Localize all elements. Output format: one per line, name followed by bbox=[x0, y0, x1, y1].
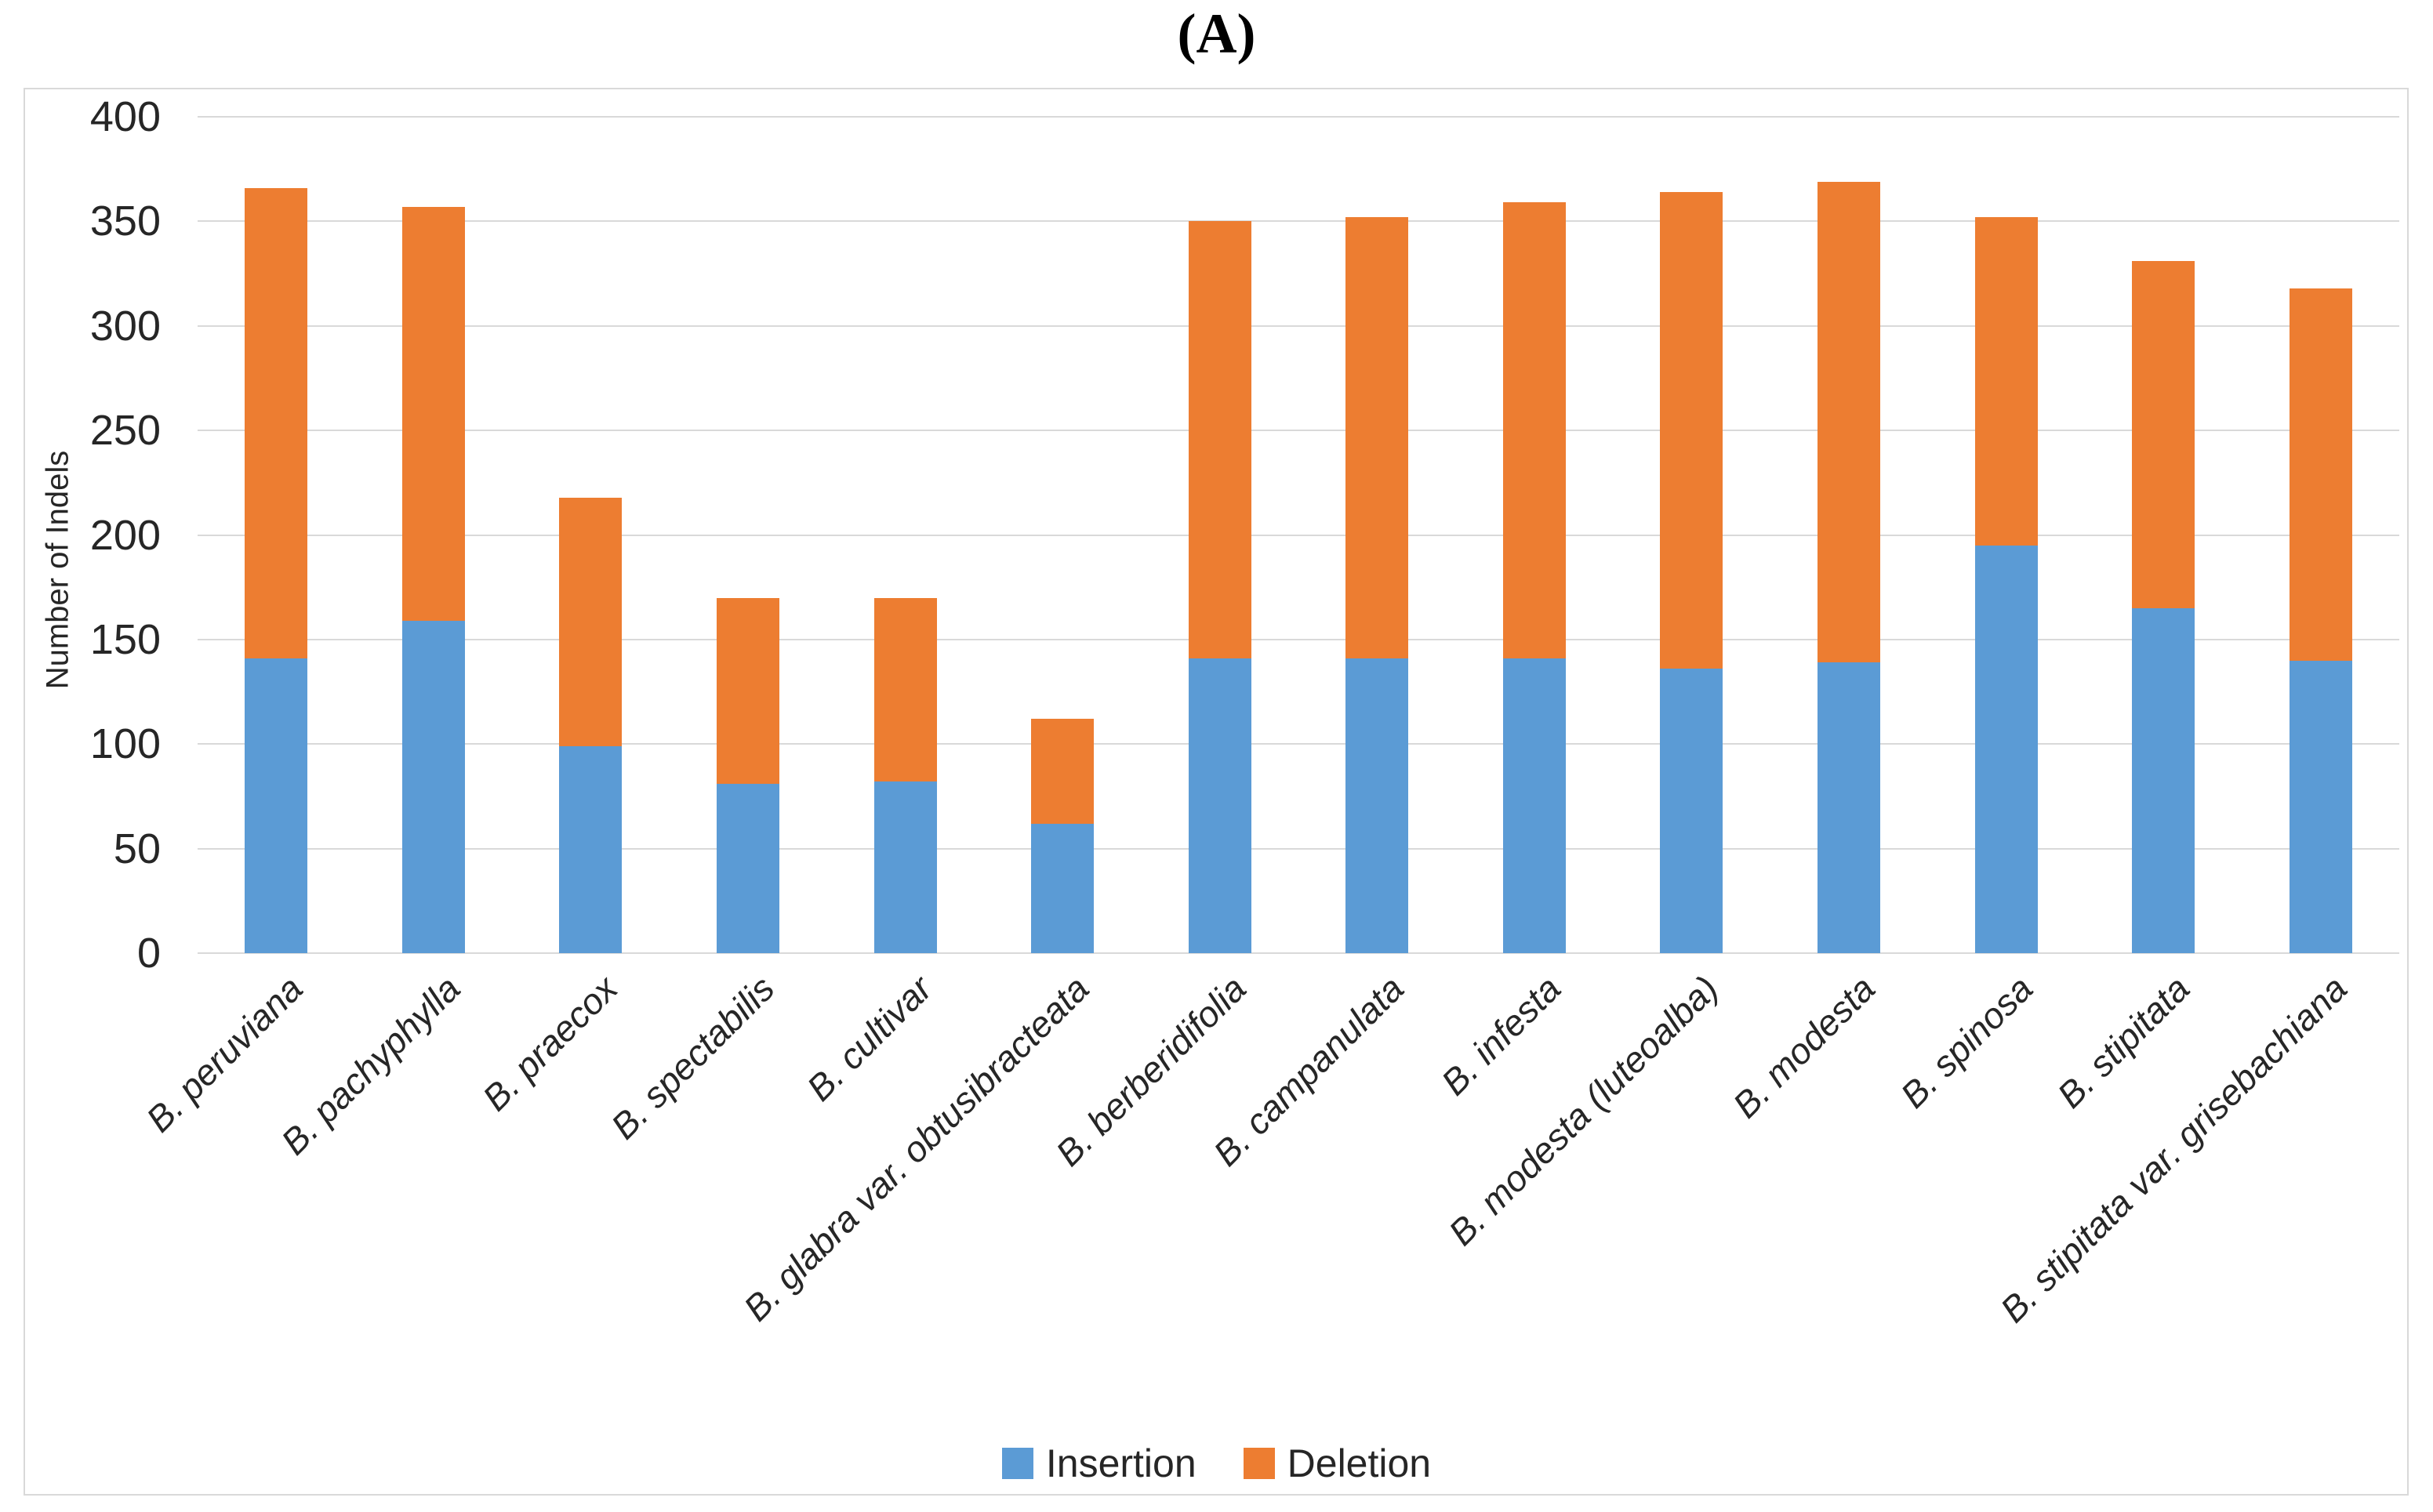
bar-stack bbox=[1188, 221, 1251, 953]
bar-segment-insertion bbox=[559, 745, 623, 953]
gridline bbox=[198, 952, 2399, 954]
legend-item-deletion: Deletion bbox=[1243, 1441, 1432, 1486]
legend-label: Deletion bbox=[1287, 1441, 1432, 1485]
bar-segment-insertion bbox=[1345, 658, 1409, 953]
legend-swatch-insertion bbox=[1001, 1448, 1033, 1479]
bar-segment-insertion bbox=[401, 620, 465, 953]
gridline bbox=[198, 534, 2399, 536]
bar-stack bbox=[1660, 192, 1723, 953]
bar-segment-deletion bbox=[1817, 181, 1881, 663]
bar-segment-deletion bbox=[1502, 202, 1566, 658]
y-tick-label: 200 bbox=[89, 511, 161, 559]
bar-segment-deletion bbox=[2132, 261, 2195, 608]
legend: Insertion Deletion bbox=[0, 1441, 2433, 1486]
chart-title: (A) bbox=[1177, 2, 1256, 65]
bar-series bbox=[198, 117, 2399, 953]
bar-segment-deletion bbox=[873, 597, 937, 782]
bar-column bbox=[1613, 117, 1770, 953]
bar-column bbox=[355, 117, 513, 953]
legend-swatch-deletion bbox=[1243, 1448, 1275, 1479]
y-axis-tick-labels: 400 350 300 250 200 150 100 50 0 bbox=[47, 93, 161, 977]
bar-stack bbox=[1345, 217, 1409, 953]
legend-label: Insertion bbox=[1045, 1441, 1197, 1485]
bar-segment-insertion bbox=[1974, 545, 2038, 953]
bar-stack bbox=[1502, 202, 1566, 953]
gridline bbox=[198, 847, 2399, 850]
plot-area bbox=[198, 116, 2399, 954]
bar-stack bbox=[717, 597, 780, 953]
bar-column bbox=[1141, 117, 1298, 953]
bar-column bbox=[2085, 117, 2242, 953]
bar-segment-deletion bbox=[1031, 719, 1095, 824]
bar-segment-insertion bbox=[873, 781, 937, 953]
bar-column bbox=[984, 117, 1142, 953]
gridline bbox=[198, 638, 2399, 640]
bar-segment-deletion bbox=[2289, 288, 2352, 661]
y-tick-label: 400 bbox=[89, 93, 161, 140]
y-tick-label: 0 bbox=[136, 930, 161, 977]
bar-segment-insertion bbox=[1031, 823, 1095, 953]
bar-segment-deletion bbox=[401, 206, 465, 621]
bar-stack bbox=[2132, 261, 2195, 953]
gridline bbox=[198, 430, 2399, 432]
bar-stack bbox=[2289, 288, 2352, 953]
bar-column bbox=[826, 117, 984, 953]
bar-segment-deletion bbox=[717, 597, 780, 784]
bar-segment-insertion bbox=[1660, 669, 1723, 953]
gridline bbox=[198, 743, 2399, 745]
bar-stack bbox=[1031, 719, 1095, 953]
bar-segment-insertion bbox=[1188, 658, 1251, 953]
bar-segment-deletion bbox=[559, 497, 623, 746]
bar-column bbox=[198, 117, 355, 953]
y-tick-label: 150 bbox=[89, 615, 161, 663]
bar-segment-deletion bbox=[245, 187, 308, 658]
y-tick-label: 300 bbox=[89, 302, 161, 350]
y-tick-label: 50 bbox=[113, 825, 161, 872]
bar-column bbox=[1770, 117, 1928, 953]
legend-item-insertion: Insertion bbox=[1001, 1441, 1197, 1486]
bar-column bbox=[670, 117, 827, 953]
gridline bbox=[198, 220, 2399, 223]
bar-stack bbox=[245, 187, 308, 953]
bar-segment-insertion bbox=[2289, 660, 2352, 953]
bar-stack bbox=[873, 597, 937, 953]
bar-column bbox=[1456, 117, 1614, 953]
bar-segment-deletion bbox=[1660, 192, 1723, 669]
bar-segment-insertion bbox=[245, 658, 308, 953]
bar-segment-insertion bbox=[1817, 662, 1881, 953]
gridline bbox=[198, 116, 2399, 118]
bar-segment-insertion bbox=[2132, 607, 2195, 953]
bar-segment-deletion bbox=[1974, 217, 2038, 546]
bar-stack bbox=[1974, 217, 2038, 953]
gridline bbox=[198, 325, 2399, 327]
y-tick-label: 100 bbox=[89, 720, 161, 768]
bar-stack bbox=[401, 206, 465, 953]
bar-stack bbox=[559, 497, 623, 953]
bar-column bbox=[2242, 117, 2400, 953]
bar-segment-deletion bbox=[1188, 221, 1251, 658]
bar-column bbox=[1298, 117, 1456, 953]
y-axis-title: Number of Indels bbox=[40, 450, 75, 690]
bar-stack bbox=[1817, 181, 1881, 953]
bar-column bbox=[1927, 117, 2085, 953]
y-tick-label: 250 bbox=[89, 407, 161, 455]
bar-column bbox=[512, 117, 670, 953]
bar-segment-deletion bbox=[1345, 217, 1409, 658]
bar-segment-insertion bbox=[717, 783, 780, 953]
bar-segment-insertion bbox=[1502, 658, 1566, 953]
y-tick-label: 350 bbox=[89, 198, 161, 245]
